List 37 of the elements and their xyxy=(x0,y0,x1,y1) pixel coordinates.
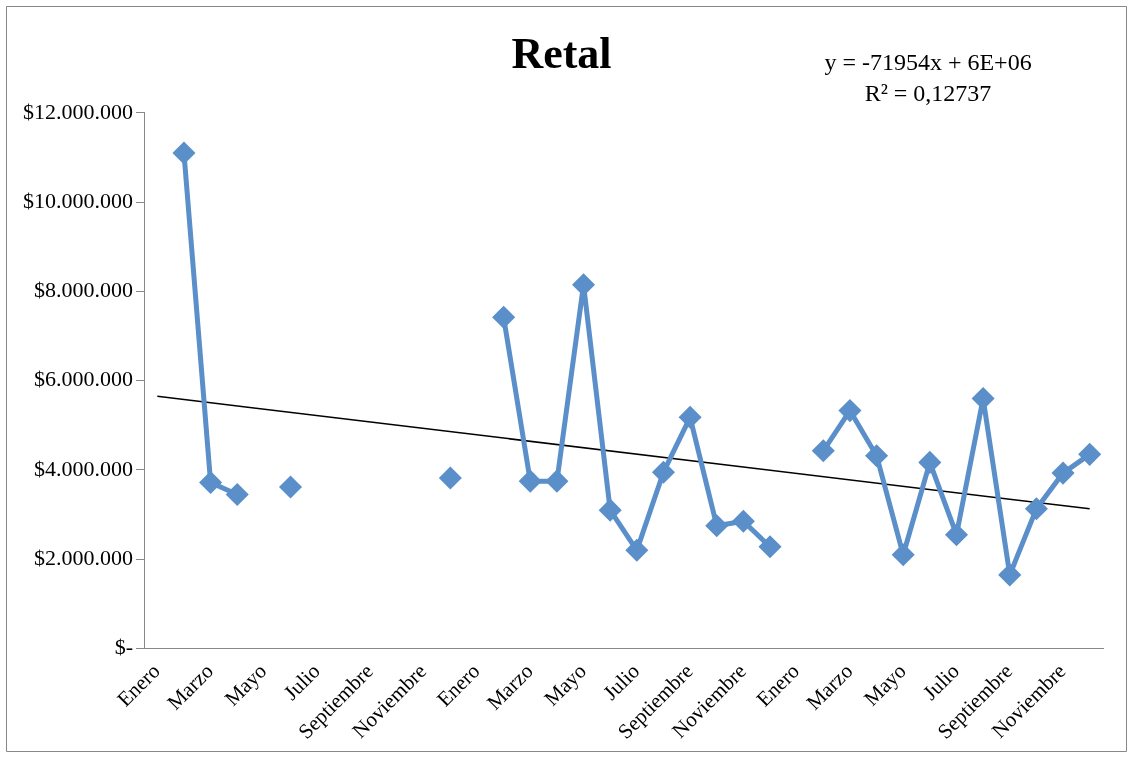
text: y = -71954x + 6E+06 xyxy=(824,49,1032,75)
y-tick-label: $12.000.000 xyxy=(23,98,133,124)
text: R² = 0,12737 xyxy=(864,80,992,106)
point xyxy=(1079,443,1101,465)
point xyxy=(945,524,967,546)
point xyxy=(812,440,834,462)
y-tick-label: $2.000.000 xyxy=(34,545,133,571)
point xyxy=(679,406,701,428)
point xyxy=(839,400,861,422)
point xyxy=(759,536,781,558)
point xyxy=(1025,498,1047,520)
point xyxy=(999,564,1021,586)
point xyxy=(972,388,994,410)
point xyxy=(573,274,595,296)
y-tick-label: $6.000.000 xyxy=(34,366,133,392)
chart-title: Retal xyxy=(511,28,612,78)
y-tick-label: $4.000.000 xyxy=(34,455,133,481)
point xyxy=(546,470,568,492)
point xyxy=(892,544,914,566)
point xyxy=(1052,462,1074,484)
point xyxy=(493,306,515,328)
point xyxy=(200,471,222,493)
point xyxy=(919,451,941,473)
point xyxy=(226,484,248,506)
y-tick-label: $8.000.000 xyxy=(34,277,133,303)
y-tick-label: $- xyxy=(114,634,133,660)
point xyxy=(519,470,541,492)
y-tick-label: $10.000.000 xyxy=(23,187,133,213)
point xyxy=(626,539,648,561)
point xyxy=(732,510,754,532)
point xyxy=(652,461,674,483)
point xyxy=(173,142,195,164)
point xyxy=(280,476,302,498)
point xyxy=(599,499,621,521)
point xyxy=(866,445,888,467)
point xyxy=(706,515,728,537)
point xyxy=(439,467,461,489)
